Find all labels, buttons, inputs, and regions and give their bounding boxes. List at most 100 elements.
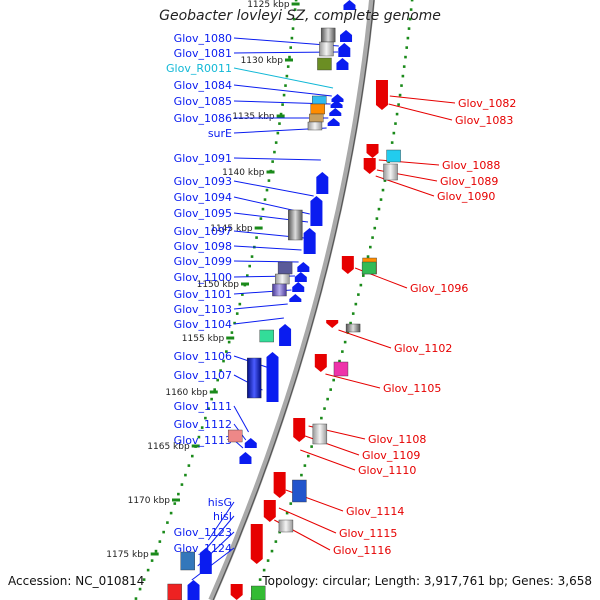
forward-gene-block	[319, 41, 334, 57]
inner-tick-dot	[154, 549, 158, 553]
forward-gene-block	[317, 57, 332, 71]
inner-tick-dot	[255, 236, 258, 239]
outer-tick-dot	[408, 17, 412, 21]
outer-tick-dot	[341, 350, 344, 353]
forward-gene-block	[307, 121, 323, 131]
outer-tick-dot	[320, 416, 323, 420]
reverse-gene-arrow	[363, 158, 376, 174]
forward-gene-arrow	[327, 118, 340, 126]
forward-gene-arrow	[292, 282, 305, 292]
forward-gene-leader	[233, 317, 284, 325]
forward-gene-label: Glov_1100	[174, 271, 232, 284]
forward-gene-label: hisG	[208, 496, 232, 509]
inner-tick-dot	[265, 188, 269, 192]
forward-gene-label: Glov_1103	[174, 303, 232, 316]
outer-tick-dot	[361, 274, 365, 277]
forward-gene-label: Glov_1094	[174, 191, 232, 204]
forward-gene-block	[272, 283, 287, 297]
tick-mark	[254, 226, 263, 230]
forward-gene-label: Glov_1098	[174, 240, 232, 253]
reverse-gene-arrow	[341, 256, 354, 274]
reverse-gene-block	[386, 149, 401, 163]
forward-gene-label: Glov_1107	[174, 369, 232, 382]
forward-gene-label: Glov_1093	[174, 175, 232, 188]
inner-tick-dot	[276, 131, 280, 135]
inner-tick-dot	[225, 350, 228, 353]
reverse-gene-leader	[300, 449, 356, 471]
forward-gene-arrow	[279, 324, 292, 346]
forward-gene-block	[277, 261, 293, 275]
tick-mark	[266, 170, 275, 174]
forward-gene-block	[259, 329, 274, 343]
reverse-gene-label: Glov_1109	[362, 449, 420, 462]
inner-tick-dot	[233, 321, 236, 325]
inner-tick-dot	[293, 8, 297, 11]
inner-tick-dot	[281, 103, 284, 106]
inner-tick-dot	[286, 65, 290, 68]
tick-mark	[284, 58, 293, 62]
genome-title: Geobacter lovleyi SZ, complete genome	[159, 8, 441, 24]
tick-label: 1145 kbp	[210, 224, 253, 234]
inner-tick-dot	[219, 369, 222, 372]
outer-tick-dot	[354, 302, 358, 306]
inner-tick-dot	[235, 312, 239, 315]
forward-gene-block	[246, 357, 262, 399]
reverse-gene-label: Glov_1082	[458, 97, 516, 110]
outer-tick-dot	[409, 8, 413, 11]
reverse-gene-label: Glov_1108	[368, 433, 426, 446]
forward-gene-arrow	[310, 196, 323, 226]
inner-tick-dot	[204, 416, 207, 420]
forward-gene-leader	[233, 67, 334, 89]
outer-tick-dot	[346, 331, 350, 334]
reverse-gene-leader	[388, 103, 453, 121]
inner-tick-dot	[180, 483, 184, 486]
outer-tick-dot	[332, 378, 335, 382]
forward-gene-block	[320, 27, 336, 43]
outer-tick-dot	[285, 511, 289, 515]
tick-label: 1130 kbp	[241, 56, 284, 66]
forward-gene-leader	[203, 515, 235, 553]
outer-tick-dot	[401, 74, 405, 78]
outer-tick-dot	[366, 255, 370, 258]
forward-gene-block	[227, 429, 243, 443]
inner-tick-dot	[282, 93, 286, 97]
forward-gene-arrow	[199, 548, 212, 574]
reverse-gene-arrow	[326, 320, 339, 328]
forward-gene-leader	[233, 157, 321, 161]
inner-tick-dot	[278, 122, 281, 125]
forward-gene-label: Glov_1099	[174, 255, 232, 268]
outer-tick-dot	[397, 103, 400, 106]
tick-mark	[172, 498, 180, 502]
reverse-gene-block	[292, 479, 307, 503]
reverse-gene-arrow	[366, 144, 379, 158]
tick-mark	[291, 2, 300, 6]
forward-gene-leader	[233, 405, 249, 433]
forward-gene-arrow	[316, 172, 329, 194]
outer-tick-dot	[329, 388, 332, 391]
forward-gene-label: Glov_1095	[174, 207, 232, 220]
tick-label: 1150 kbp	[197, 280, 240, 290]
reverse-gene-leader	[325, 373, 381, 389]
outer-tick-dot	[400, 84, 403, 87]
outer-tick-dot	[359, 283, 363, 287]
reverse-gene-label: Glov_1114	[346, 505, 404, 518]
reverse-gene-block	[361, 261, 377, 275]
forward-gene-label: Glov_1091	[174, 152, 232, 165]
tick-mark	[150, 552, 159, 556]
outer-tick-dot	[266, 559, 270, 562]
forward-gene-label: Glov_1084	[174, 79, 232, 92]
inner-tick-dot	[259, 217, 263, 220]
tick-mark	[226, 336, 235, 340]
forward-gene-arrow	[329, 108, 342, 116]
inner-tick-dot	[271, 160, 274, 163]
inner-tick-dot	[290, 36, 294, 40]
outer-tick-dot	[375, 217, 379, 220]
outer-tick-dot	[262, 568, 266, 572]
tick-label: 1125 kbp	[247, 0, 290, 10]
forward-gene-arrow	[338, 43, 351, 57]
outer-tick-dot	[338, 359, 341, 363]
reverse-gene-arrow	[250, 524, 263, 564]
reverse-gene-arrow	[230, 584, 243, 600]
reverse-gene-block	[278, 519, 294, 533]
